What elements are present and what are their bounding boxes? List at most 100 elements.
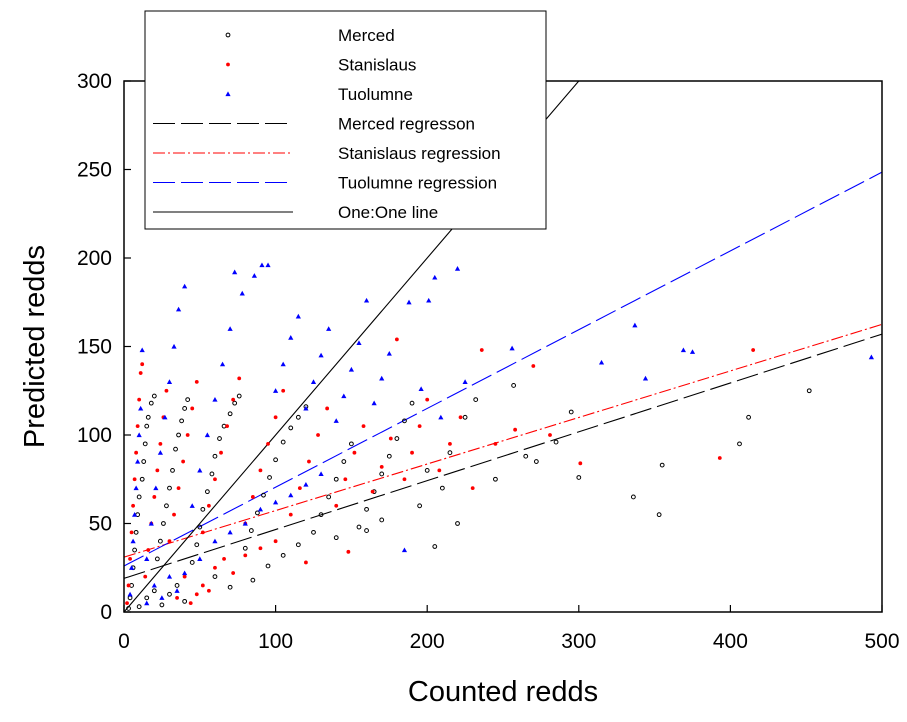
stanislaus-point — [288, 512, 293, 517]
tuolumne-point — [288, 335, 294, 340]
merced-point — [194, 542, 200, 548]
merced-point — [318, 512, 324, 518]
tuolumne-point — [174, 588, 180, 593]
stanislaus-point — [717, 456, 722, 460]
stanislaus-point — [388, 436, 393, 441]
merced-point — [333, 535, 339, 541]
tuolumne-point — [406, 299, 412, 305]
merced-point — [356, 524, 362, 530]
stanislaus-point — [437, 468, 442, 473]
stanislaus-point — [152, 495, 157, 499]
tuolumne-point — [326, 326, 332, 331]
tuolumne-point — [379, 375, 385, 381]
stanislaus-point — [361, 424, 366, 429]
tuolumne-point — [182, 570, 188, 576]
merced-point — [439, 485, 445, 491]
merced-point — [280, 439, 286, 445]
merced-point — [173, 446, 178, 452]
stanislaus-point — [126, 583, 131, 588]
merced-point — [200, 506, 206, 512]
merced-point — [157, 538, 163, 544]
stanislaus-point — [138, 371, 143, 375]
stanislaus-point — [479, 348, 484, 352]
merced-point — [553, 439, 559, 445]
merced-point — [394, 436, 400, 441]
tuolumne-point — [401, 547, 408, 553]
merced-point — [462, 414, 468, 420]
merced-point — [232, 400, 238, 406]
stanislaus-point — [175, 595, 179, 600]
merced-point — [227, 584, 233, 590]
stanislaus-point — [213, 565, 217, 570]
stanislaus-point — [425, 397, 430, 402]
tuolumne-point — [127, 591, 133, 597]
tuolumne-point — [598, 359, 605, 365]
stanislaus-point — [132, 477, 137, 482]
merced-point — [295, 542, 301, 548]
merced-point — [364, 506, 369, 512]
merced-point — [250, 577, 256, 583]
stanislaus-point — [176, 486, 181, 490]
merced-point — [161, 521, 166, 526]
tuolumne-point — [273, 388, 279, 393]
merced-point — [136, 604, 142, 610]
stanislaus-point — [206, 588, 211, 593]
stanislaus-point — [125, 601, 129, 606]
merced-point — [126, 606, 131, 611]
tuolumne-point — [189, 503, 195, 508]
tuolumne-point — [139, 347, 145, 353]
merced-point — [133, 529, 139, 535]
merced-point — [379, 471, 385, 477]
ticks-layer: 0 100 200 300 400 500 0 50 100 150 200 250 300 — [77, 70, 900, 653]
legend-label: Stanislaus — [338, 56, 416, 75]
stanislaus-point — [167, 539, 172, 544]
stanislaus-point — [316, 433, 320, 437]
merced-point — [189, 560, 195, 565]
stanislaus-point — [158, 441, 163, 446]
tuolumne-point — [462, 379, 468, 384]
merced-point — [295, 414, 301, 420]
merced-point — [417, 503, 423, 509]
merced-point — [151, 588, 157, 594]
tuolumne-point — [175, 306, 182, 312]
tuolumne-point — [265, 262, 271, 268]
tuolumne-point — [280, 361, 286, 367]
merced-point — [164, 503, 169, 509]
merced-point — [182, 406, 188, 411]
merced-point — [204, 489, 210, 495]
stanislaus-point — [140, 362, 145, 367]
merced-point — [170, 468, 175, 473]
y-tick-label: 50 — [89, 513, 112, 536]
legend-label: Merced — [338, 26, 395, 45]
merced-point — [242, 545, 248, 551]
tuolumne-point — [303, 481, 309, 487]
merced-point — [273, 457, 279, 463]
merced-point — [630, 494, 636, 500]
x-tick-label: 200 — [410, 630, 445, 653]
merced-point — [349, 441, 354, 447]
legend-label: Tuolumne regression — [338, 174, 497, 193]
tuolumne-point — [257, 506, 264, 512]
tuolumne-point — [136, 432, 142, 438]
tuolumne-point — [219, 361, 226, 367]
merced-point — [141, 459, 147, 464]
merced-point — [151, 393, 157, 399]
x-tick-label: 500 — [864, 630, 899, 653]
tuolumne-point — [166, 379, 173, 384]
stanislaus-point — [307, 459, 311, 464]
tuolumne-point — [310, 379, 317, 384]
stanislaus-point — [131, 503, 135, 508]
x-tick-label: 300 — [561, 630, 596, 653]
y-tick-label: 100 — [77, 424, 112, 447]
merced-point — [209, 471, 215, 477]
tuolumne-point — [251, 273, 257, 278]
tuolumne-point — [151, 582, 157, 588]
stanislaus-point — [129, 530, 134, 535]
x-axis-title: Counted redds — [408, 676, 598, 708]
tuolumne-point — [632, 322, 638, 328]
tuolumne-point — [138, 405, 144, 411]
stanislaus-point — [281, 388, 286, 393]
tuolumne-point — [171, 343, 177, 349]
stanislaus-point — [135, 424, 140, 429]
